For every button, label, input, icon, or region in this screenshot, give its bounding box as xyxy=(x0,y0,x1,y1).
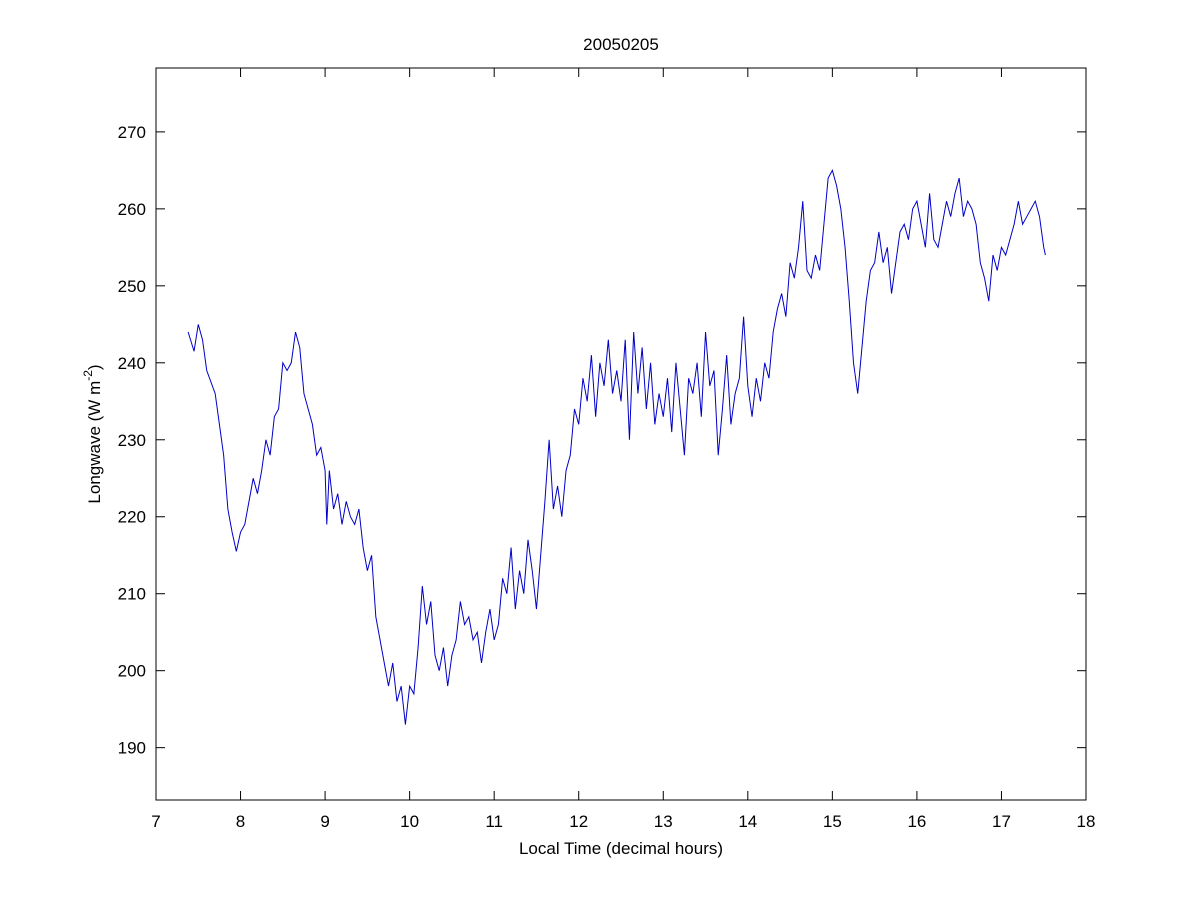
x-tick-label: 10 xyxy=(400,812,419,831)
x-tick-label: 15 xyxy=(823,812,842,831)
y-tick-label: 210 xyxy=(118,585,146,604)
data-line xyxy=(187,169,1046,725)
y-label-text: Longwave (W m xyxy=(85,381,104,504)
x-tick-label: 13 xyxy=(654,812,673,831)
x-tick-label: 7 xyxy=(151,812,160,831)
x-tick-label: 18 xyxy=(1077,812,1096,831)
y-tick-label: 220 xyxy=(118,508,146,527)
y-tick-label: 230 xyxy=(118,431,146,450)
y-axis-label: Longwave (W m-2) xyxy=(81,364,104,503)
x-tick-label: 14 xyxy=(738,812,757,831)
x-tick-label: 11 xyxy=(485,812,503,831)
y-tick-label: 200 xyxy=(118,662,146,681)
x-tick-label: 8 xyxy=(236,812,245,831)
y-tick-label: 250 xyxy=(118,277,146,296)
y-tick-label: 270 xyxy=(118,123,146,142)
y-tick-label: 190 xyxy=(118,739,146,758)
plot-frame xyxy=(155,67,1087,801)
chart-title: 20050205 xyxy=(583,35,659,54)
y-tick-label: 260 xyxy=(118,200,146,219)
x-tick-label: 12 xyxy=(569,812,588,831)
y-label-suffix: ) xyxy=(85,364,104,370)
x-tick-label: 16 xyxy=(907,812,926,831)
x-tick-label: 17 xyxy=(992,812,1011,831)
x-axis-label: Local Time (decimal hours) xyxy=(519,839,723,858)
y-tick-label: 240 xyxy=(118,354,146,373)
x-tick-label: 9 xyxy=(320,812,329,831)
y-label-exponent: -2 xyxy=(81,370,95,381)
